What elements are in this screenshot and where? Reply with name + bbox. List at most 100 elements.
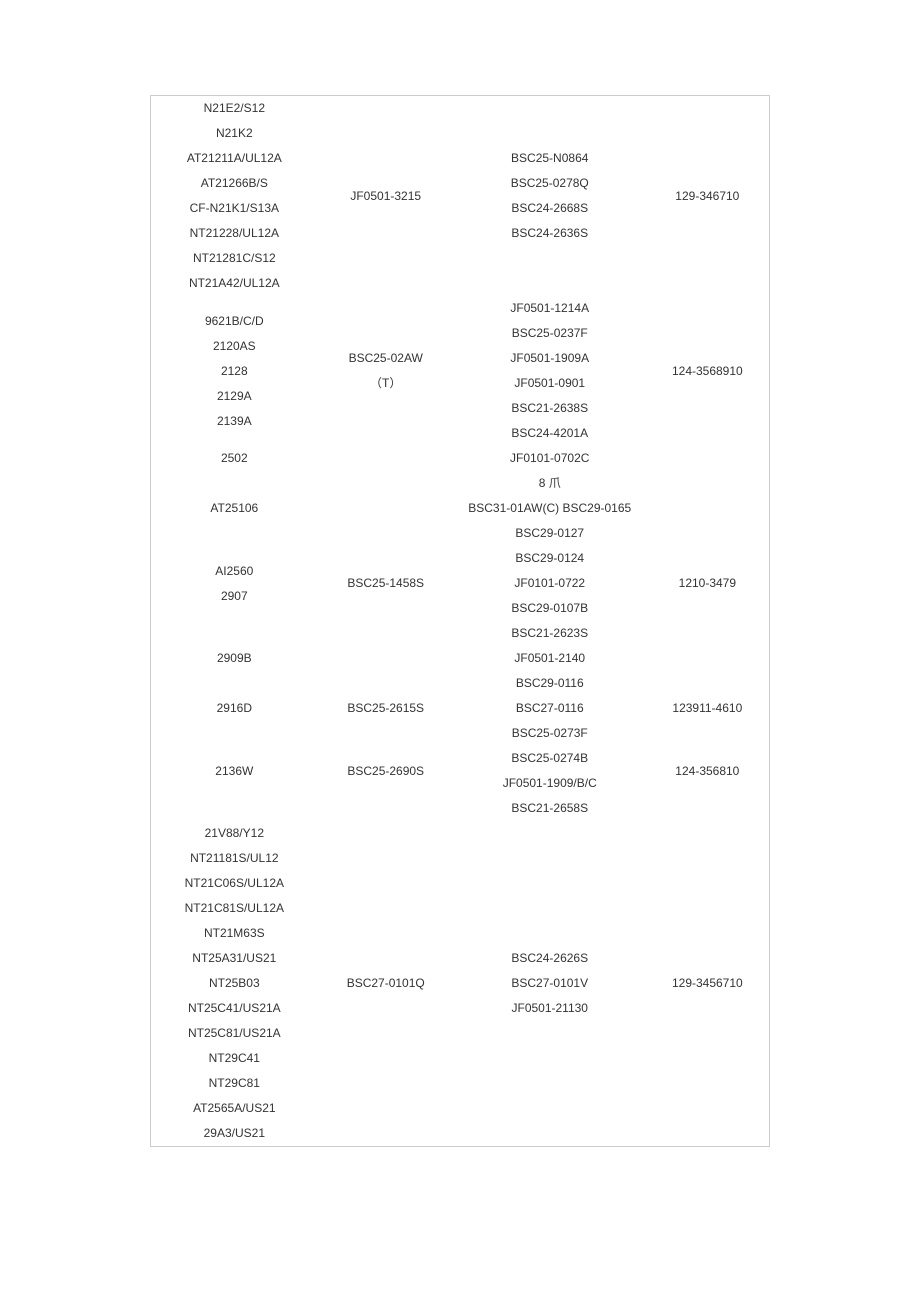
cell-line: BSC25-0273F [454,721,646,746]
cell-line: 2129A [151,384,318,409]
cell-line: BSC21-2623S [454,621,646,646]
table-row: 2916DBSC25-2615SBSC27-0116123911-4610 [151,696,770,721]
table-cell: 2502 [151,446,318,471]
cell-line: NT21281C/S12 [151,246,318,271]
table-cell: 129-3456710 [646,821,770,1147]
table-cell [646,446,770,471]
table-row: 21V88/Y12NT21181S/UL12NT21C06S/UL12ANT21… [151,821,770,1147]
cell-line: 2139A [151,409,318,434]
table-cell: AT25106 [151,471,318,546]
cell-line: NT29C41 [151,1046,318,1071]
table-cell: 9621B/C/D2120AS21282129A2139A [151,296,318,446]
table-cell: 129-346710 [646,96,770,297]
table-cell: BSC27-0101Q [318,821,454,1147]
table-cell [318,446,454,471]
cell-line: BSC24-2626S [454,946,646,971]
cell-line: BSC29-0124 [454,546,646,571]
cell-line: N21E2/S12 [151,96,318,121]
table-cell [318,621,454,696]
table-cell: 124-356810 [646,721,770,821]
table-cell: 124-3568910 [646,296,770,446]
cell-line: BSC27-0101V [454,971,646,996]
cell-line: BSC24-4201A [454,421,646,446]
cell-line: BSC25-02AW [318,346,454,371]
cell-line: NT21C06S/UL12A [151,871,318,896]
table-row: 9621B/C/D2120AS21282129A2139ABSC25-02AW（… [151,296,770,446]
table-cell: 21V88/Y12NT21181S/UL12NT21C06S/UL12ANT21… [151,821,318,1147]
table-cell: 123911-4610 [646,696,770,721]
cell-line: JF0501-1909/B/C [454,771,646,796]
cell-line: NT25A31/US21 [151,946,318,971]
cell-line: 8 爪 [454,471,646,496]
cell-line: AT21266B/S [151,171,318,196]
cell-line: 29A3/US21 [151,1121,318,1146]
table-cell [646,471,770,546]
data-table: N21E2/S12N21K2AT21211A/UL12AAT21266B/SCF… [150,95,770,1147]
table-cell: 8 爪BSC31-01AW(C) BSC29-0165BSC29-0127 [454,471,646,546]
cell-line: JF0501-2140 [454,646,646,671]
cell-line: BSC29-0107B [454,596,646,621]
table-cell: BSC27-0116 [454,696,646,721]
cell-line: 2907 [151,584,318,609]
cell-line: NT21228/UL12A [151,221,318,246]
cell-line: BSC24-2668S [454,196,646,221]
table-cell: JF0501-1214ABSC25-0237FJF0501-1909AJF050… [454,296,646,446]
table-cell: BSC21-2623SJF0501-2140BSC29-0116 [454,621,646,696]
cell-line: AT2565A/US21 [151,1096,318,1121]
cell-line: BSC31-01AW(C) BSC29-0165 [454,496,646,521]
table-row: 2136WBSC25-2690SBSC25-0273FBSC25-0274BJF… [151,721,770,821]
cell-line: NT29C81 [151,1071,318,1096]
table-cell: 2916D [151,696,318,721]
cell-line: AT21211A/UL12A [151,146,318,171]
table-cell: 2909B [151,621,318,696]
table-cell: 2136W [151,721,318,821]
cell-line: JF0501-1909A [454,346,646,371]
cell-line: 9621B/C/D [151,309,318,334]
cell-line: NT25C41/US21A [151,996,318,1021]
cell-line: 21V88/Y12 [151,821,318,846]
cell-line: AI2560 [151,559,318,584]
cell-line: 2120AS [151,334,318,359]
table-cell: BSC25-1458S [318,546,454,621]
table-cell: BSC24-2626SBSC27-0101VJF0501-21130 [454,821,646,1147]
cell-line: NT25C81/US21A [151,1021,318,1046]
table-cell: JF0101-0702C [454,446,646,471]
cell-line: BSC21-2638S [454,396,646,421]
cell-line: NT21C81S/UL12A [151,896,318,921]
table-cell: BSC25-2690S [318,721,454,821]
cell-line: NT21A42/UL12A [151,271,318,296]
table-row: 2909B BSC21-2623SJF0501-2140BSC29-0116 [151,621,770,696]
table-cell: BSC25-0273FBSC25-0274BJF0501-1909/B/CBSC… [454,721,646,821]
cell-line: BSC25-N0864 [454,146,646,171]
cell-line: JF0501-1214A [454,296,646,321]
cell-line: BSC29-0116 [454,671,646,696]
cell-line: NT21M63S [151,921,318,946]
cell-line: BSC29-0127 [454,521,646,546]
table-cell: BSC25-2615S [318,696,454,721]
table-cell: BSC25-02AW（T） [318,296,454,446]
table-cell: N21E2/S12N21K2AT21211A/UL12AAT21266B/SCF… [151,96,318,297]
cell-line: JF0101-0722 [454,571,646,596]
cell-line: N21K2 [151,121,318,146]
cell-line: BSC25-0274B [454,746,646,771]
cell-line: NT21181S/UL12 [151,846,318,871]
cell-line: 2128 [151,359,318,384]
cell-line: CF-N21K1/S13A [151,196,318,221]
table-cell: BSC25-N0864BSC25-0278QBSC24-2668SBSC24-2… [454,96,646,297]
table-cell [318,471,454,546]
table-row: AT25106 8 爪BSC31-01AW(C) BSC29-0165BSC29-… [151,471,770,546]
cell-line: JF0501-0901 [454,371,646,396]
table-row: 2502 JF0101-0702C [151,446,770,471]
table-row: AI25602907BSC25-1458SBSC29-0124JF0101-07… [151,546,770,621]
table-cell: AI25602907 [151,546,318,621]
cell-line: JF0501-21130 [454,996,646,1021]
table-row: N21E2/S12N21K2AT21211A/UL12AAT21266B/SCF… [151,96,770,297]
cell-line: BSC24-2636S [454,221,646,246]
table-cell: JF0501-3215 [318,96,454,297]
cell-line: BSC25-0278Q [454,171,646,196]
table-cell: BSC29-0124JF0101-0722BSC29-0107B [454,546,646,621]
cell-line: BSC21-2658S [454,796,646,821]
table-cell: 1210-3479 [646,546,770,621]
cell-line: BSC25-0237F [454,321,646,346]
table-cell [646,621,770,696]
